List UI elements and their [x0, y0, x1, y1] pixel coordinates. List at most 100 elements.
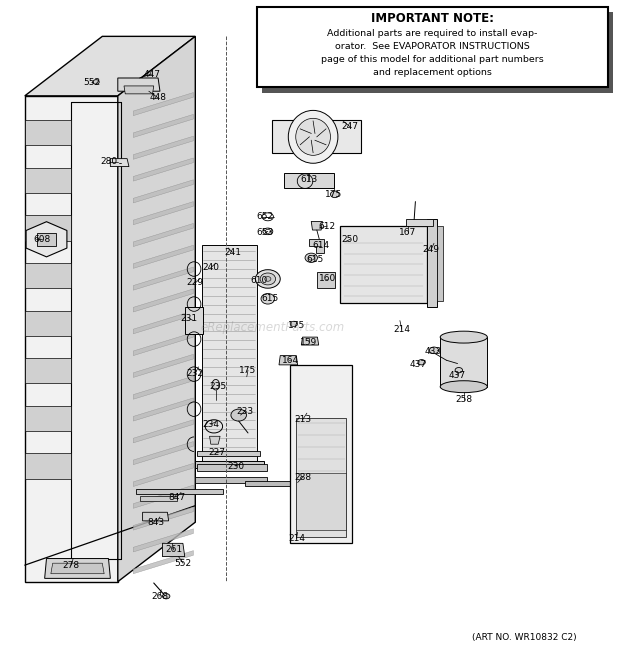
Text: 278: 278 — [63, 561, 80, 570]
Text: 232: 232 — [187, 369, 204, 378]
Text: 448: 448 — [149, 93, 167, 102]
Text: 612: 612 — [319, 221, 336, 231]
Text: 261: 261 — [165, 545, 182, 555]
Text: 247: 247 — [342, 122, 359, 132]
Text: 437: 437 — [449, 371, 466, 380]
Text: 288: 288 — [294, 473, 311, 482]
Ellipse shape — [440, 331, 487, 343]
Text: 652: 652 — [257, 212, 274, 221]
Polygon shape — [133, 529, 193, 552]
Text: 227: 227 — [208, 448, 226, 457]
Polygon shape — [118, 78, 160, 91]
Polygon shape — [110, 159, 129, 167]
Text: 250: 250 — [342, 235, 359, 244]
Polygon shape — [133, 442, 193, 465]
Polygon shape — [133, 420, 193, 443]
Polygon shape — [133, 93, 193, 116]
Ellipse shape — [261, 293, 275, 304]
Polygon shape — [25, 453, 71, 479]
Polygon shape — [296, 418, 346, 537]
Polygon shape — [25, 120, 71, 145]
Polygon shape — [197, 464, 267, 471]
Text: 610: 610 — [250, 276, 268, 286]
Polygon shape — [133, 398, 193, 421]
Polygon shape — [133, 245, 193, 268]
Circle shape — [296, 118, 330, 155]
Polygon shape — [133, 354, 193, 377]
Text: eReplacementParts.com: eReplacementParts.com — [201, 321, 345, 334]
Text: orator.  See EVAPORATOR INSTRUCTIONS: orator. See EVAPORATOR INSTRUCTIONS — [335, 42, 530, 51]
Text: (ART NO. WR10832 C2): (ART NO. WR10832 C2) — [472, 633, 576, 642]
Text: page of this model for additional part numbers: page of this model for additional part n… — [321, 55, 544, 64]
Text: 613: 613 — [300, 175, 317, 184]
Polygon shape — [133, 463, 193, 486]
Text: 653: 653 — [257, 228, 274, 237]
Polygon shape — [437, 226, 443, 301]
Polygon shape — [37, 233, 56, 246]
Polygon shape — [133, 289, 193, 312]
Polygon shape — [427, 219, 437, 307]
Polygon shape — [133, 311, 193, 334]
Text: 615: 615 — [306, 254, 324, 264]
Ellipse shape — [93, 80, 99, 85]
Ellipse shape — [255, 270, 280, 288]
Ellipse shape — [290, 321, 298, 327]
Text: 231: 231 — [180, 314, 198, 323]
Text: 233: 233 — [236, 407, 254, 416]
Text: 175: 175 — [325, 190, 342, 200]
Ellipse shape — [429, 347, 439, 354]
Polygon shape — [25, 406, 71, 431]
Text: 847: 847 — [168, 492, 185, 502]
Text: 249: 249 — [422, 245, 440, 254]
Text: 214: 214 — [393, 325, 410, 334]
Polygon shape — [25, 168, 71, 193]
FancyBboxPatch shape — [262, 12, 613, 93]
Text: 230: 230 — [227, 461, 244, 471]
Polygon shape — [51, 563, 104, 574]
Polygon shape — [143, 512, 169, 521]
Text: 552: 552 — [174, 559, 192, 568]
Polygon shape — [162, 543, 185, 557]
Text: 164: 164 — [281, 356, 299, 365]
Polygon shape — [124, 86, 154, 94]
Text: 552: 552 — [83, 78, 100, 87]
Ellipse shape — [162, 594, 170, 599]
Polygon shape — [440, 337, 487, 387]
Polygon shape — [279, 356, 298, 365]
Polygon shape — [133, 485, 193, 508]
Polygon shape — [133, 202, 193, 225]
Polygon shape — [136, 489, 223, 494]
Polygon shape — [197, 451, 260, 456]
Polygon shape — [133, 551, 193, 574]
Text: IMPORTANT NOTE:: IMPORTANT NOTE: — [371, 12, 494, 25]
Polygon shape — [133, 180, 193, 203]
Ellipse shape — [231, 409, 247, 421]
Polygon shape — [296, 473, 346, 530]
Polygon shape — [185, 307, 203, 334]
Text: 614: 614 — [312, 241, 330, 251]
Ellipse shape — [305, 253, 317, 262]
Text: 280: 280 — [100, 157, 117, 167]
Polygon shape — [202, 245, 257, 463]
Polygon shape — [133, 267, 193, 290]
Polygon shape — [133, 136, 193, 159]
Text: Additional parts are required to install evap-: Additional parts are required to install… — [327, 28, 538, 38]
Text: 241: 241 — [224, 248, 241, 257]
Polygon shape — [25, 263, 71, 288]
Polygon shape — [210, 436, 220, 444]
Polygon shape — [133, 332, 193, 356]
Polygon shape — [309, 239, 324, 253]
Polygon shape — [118, 36, 195, 582]
Text: 167: 167 — [399, 228, 417, 237]
Text: and replacement options: and replacement options — [373, 68, 492, 77]
Polygon shape — [25, 358, 71, 383]
Polygon shape — [133, 114, 193, 137]
Polygon shape — [245, 481, 347, 486]
Ellipse shape — [455, 368, 463, 373]
Polygon shape — [340, 226, 427, 303]
Ellipse shape — [418, 360, 425, 365]
Text: 268: 268 — [151, 592, 169, 601]
Circle shape — [288, 110, 338, 163]
Polygon shape — [26, 221, 67, 257]
Polygon shape — [25, 215, 71, 241]
